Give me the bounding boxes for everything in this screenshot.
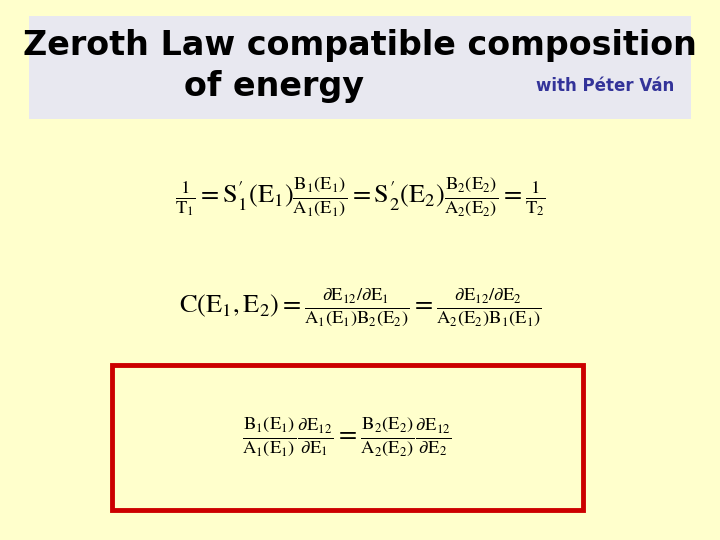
Text: Zeroth Law compatible composition: Zeroth Law compatible composition [23,29,697,63]
Text: of energy: of energy [184,70,364,103]
Text: with Péter Ván: with Péter Ván [536,77,674,96]
Bar [112,364,583,510]
Text: $\mathrm{\frac{1}{T_1} = S_1^{\prime}(E_1)\frac{B_1(E_1)}{A_1(E_1)} = S_2^{\prim: $\mathrm{\frac{1}{T_1} = S_1^{\prime}(E_… [174,176,546,219]
Bar [29,16,691,119]
Text: $\mathrm{\frac{B_1(E_1)}{A_1(E_1)}\frac{\partial E_{12}}{\partial E_1} = \frac{B: $\mathrm{\frac{B_1(E_1)}{A_1(E_1)}\frac{… [243,416,452,459]
Text: $\mathrm{C(E_1, E_2) = \frac{\partial E_{12}/\partial E_1}{A_1(E_1)B_2(E_2)} = \: $\mathrm{C(E_1, E_2) = \frac{\partial E_… [179,287,541,329]
